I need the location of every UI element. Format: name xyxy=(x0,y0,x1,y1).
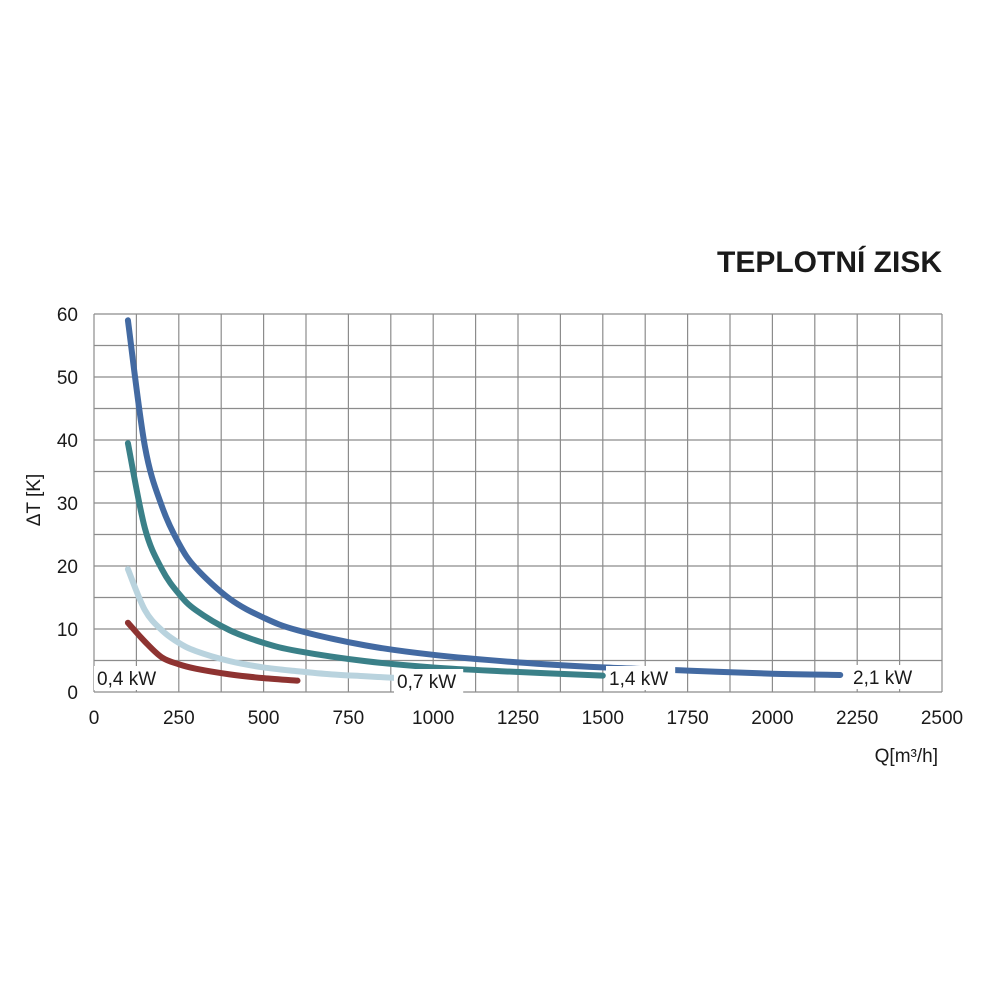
x-tick-label: 1250 xyxy=(497,708,539,729)
y-tick-label: 50 xyxy=(57,368,78,389)
y-tick-labels: 0 10 20 30 40 50 60 xyxy=(57,305,78,704)
y-tick-label: 20 xyxy=(57,557,78,578)
series-label-background xyxy=(606,666,676,690)
x-tick-labels: 0 250 500 750 1000 1250 1500 1750 2000 2250 2500 xyxy=(89,708,963,729)
series-label: 1,4 kW xyxy=(609,669,668,690)
series-label-background xyxy=(94,666,164,690)
y-tick-label: 30 xyxy=(57,494,78,515)
series-label: 0,4 kW xyxy=(97,669,156,690)
x-tick-label: 1500 xyxy=(582,708,624,729)
series-line-2 xyxy=(124,566,403,682)
series-lines xyxy=(124,317,844,684)
x-tick-label: 1750 xyxy=(666,708,708,729)
x-tick-label: 2500 xyxy=(921,708,963,729)
x-tick-label: 2250 xyxy=(836,708,878,729)
x-tick-label: 500 xyxy=(248,708,280,729)
series-label-group-3: 1,4 kW xyxy=(606,666,676,690)
series-line-3 xyxy=(124,440,606,679)
series-label-group-4: 2,1 kW xyxy=(850,665,920,689)
series-label-background xyxy=(850,665,920,689)
x-axis-label: Q[m³/h] xyxy=(875,746,938,767)
series-label-group-2: 0,7 kW xyxy=(394,669,464,693)
series-line-4 xyxy=(124,317,844,678)
chart-title: TEPLOTNÍ ZISK xyxy=(717,245,942,279)
x-tick-label: 250 xyxy=(163,708,195,729)
series-label: 2,1 kW xyxy=(853,668,912,689)
y-tick-label: 10 xyxy=(57,620,78,641)
y-axis-label: ΔT [K] xyxy=(24,474,45,526)
series-label-background xyxy=(394,669,464,693)
grid xyxy=(93,313,943,693)
x-tick-label: 0 xyxy=(89,708,100,729)
x-tick-label: 750 xyxy=(333,708,365,729)
series-line-1 xyxy=(124,619,301,684)
y-tick-label: 40 xyxy=(57,431,78,452)
x-tick-label: 1000 xyxy=(412,708,454,729)
y-tick-label: 60 xyxy=(57,305,78,326)
y-tick-label: 0 xyxy=(67,683,78,704)
series-label: 0,7 kW xyxy=(397,672,456,693)
series-label-group-1: 0,4 kW xyxy=(94,666,164,690)
x-tick-label: 2000 xyxy=(751,708,793,729)
series-labels: 0,4 kW 0,7 kW 1,4 kW 2,1 kW xyxy=(94,665,920,693)
